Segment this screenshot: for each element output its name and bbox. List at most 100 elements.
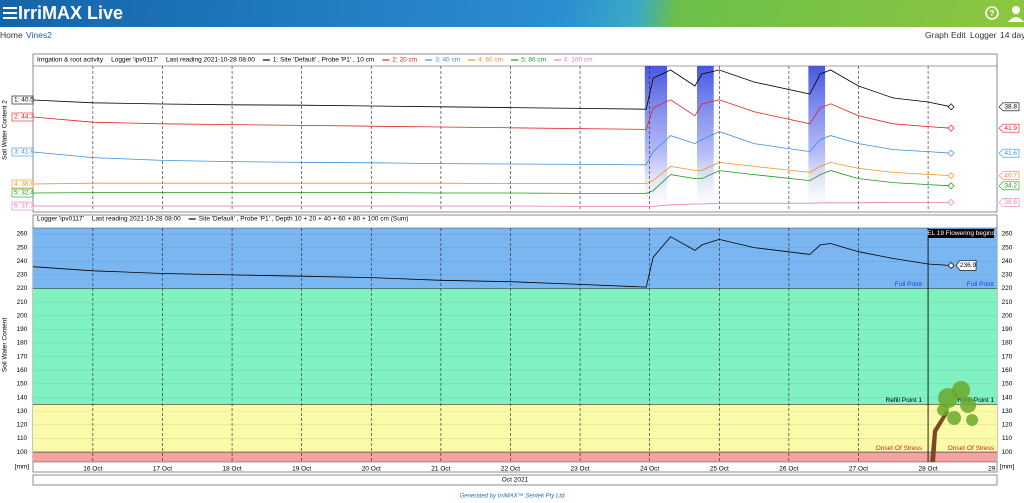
end-label-box: [998, 198, 1020, 207]
x-tick-label: 22 Oct: [501, 466, 520, 473]
legend-entry: 3: 40 cm: [435, 57, 460, 64]
y-tick-label: 240: [1002, 258, 1013, 265]
legend-entry: 4: 60 cm: [478, 57, 503, 64]
start-label-box: [11, 147, 34, 157]
end-label-box: [998, 181, 1020, 191]
svg-text:?: ?: [990, 9, 995, 18]
nav-link[interactable]: Vines2: [26, 30, 52, 40]
tree-leaves: [947, 411, 962, 425]
end-label-box: [998, 123, 1020, 133]
irrigation-event: [808, 66, 826, 210]
header-icons[interactable]: ?: [984, 4, 1024, 24]
zone-label: Onset Of Stress: [876, 445, 923, 452]
y-tick-label: 140: [17, 394, 28, 401]
end-marker: [947, 172, 955, 180]
start-label-box: [11, 95, 34, 105]
end-label: 34.2: [1004, 183, 1017, 190]
start-label: 4: 38.6: [14, 181, 34, 188]
x-tick-label: 23 Oct: [571, 466, 590, 473]
series-line: [32, 161, 952, 185]
end-label-box: [955, 260, 977, 271]
start-label: 3: 41.9: [14, 149, 34, 156]
end-label: 236.9: [960, 262, 977, 269]
y-tick-label: 110: [1002, 435, 1013, 442]
x-tick-label: 27 Oct: [849, 466, 868, 473]
y-tick-label: 140: [1002, 394, 1013, 401]
zone-label: Refill Point 1: [886, 397, 923, 404]
y-tick-label: 190: [1002, 326, 1013, 333]
chart-title: Irrigation & root activity: [37, 57, 104, 64]
end-marker: [947, 103, 955, 111]
y-tick-label: 100: [17, 449, 28, 456]
header: IrriMAX Live ?: [0, 0, 1024, 27]
y-unit: [mm]: [1000, 464, 1015, 471]
zone-band: [33, 452, 997, 462]
y-tick-label: 100: [1002, 449, 1013, 456]
nav-link[interactable]: Graph: [925, 30, 949, 40]
y-tick-label: 210: [1002, 299, 1013, 306]
tree-leaves: [960, 397, 977, 413]
x-tick-label: 17 Oct: [153, 466, 172, 473]
app-title: IrriMAX Live: [18, 3, 124, 23]
chart-subtitle: Last reading 2021-10-28 08:00: [166, 57, 255, 64]
chart-subtitle: Last reading 2021-10-28 08:00: [92, 216, 181, 223]
end-marker: [947, 261, 955, 269]
nav-link[interactable]: Home: [0, 30, 23, 40]
start-label: 5: 32.4: [14, 190, 34, 197]
y-tick-label: 170: [1002, 353, 1013, 360]
end-label-box: [998, 148, 1020, 158]
panel-top: [32, 53, 998, 213]
y-tick-label: 190: [17, 326, 28, 333]
chart-subtitle: Logger 'ipv0117': [37, 216, 84, 223]
y-tick-label: 250: [17, 244, 28, 251]
start-label-box: [11, 112, 34, 122]
nav-link[interactable]: 14 days: [1000, 30, 1024, 40]
footer: Generated by IrriMAX™ Sentek Pty Ltd: [460, 493, 565, 500]
series-line: [33, 202, 952, 207]
y-tick-label: 160: [1002, 367, 1013, 374]
series-line: [32, 69, 952, 110]
annotation-label: EL 19 Flowering begins: [927, 230, 995, 237]
end-marker: [947, 149, 955, 157]
end-label: 40.7: [1004, 172, 1017, 179]
end-marker: [947, 182, 955, 190]
y-tick-label: 240: [17, 258, 28, 265]
zone-band: [33, 228, 997, 289]
nav-link[interactable]: Logger: [970, 30, 997, 40]
y-tick-label: 130: [1002, 408, 1013, 415]
y-tick-label: 130: [17, 408, 28, 415]
zone-label: Full Point: [967, 281, 994, 288]
zone-band: [33, 404, 997, 453]
legend-entry: 6: 100 cm: [564, 57, 593, 64]
x-label: Oct 2021: [502, 477, 529, 484]
series-line: [32, 99, 952, 130]
end-label: 41.9: [1004, 125, 1017, 132]
start-label: 1: 40.5: [14, 97, 34, 104]
series-line: [32, 170, 952, 194]
start-label-box: [11, 201, 34, 211]
y-label: Soil Water Content 2: [2, 100, 9, 160]
y-tick-label: 180: [17, 340, 28, 347]
tree-leaves: [937, 404, 950, 416]
y-tick-label: 260: [1002, 231, 1013, 238]
end-label-box: [998, 102, 1020, 112]
y-tick-label: 220: [17, 285, 28, 292]
x-axis: 16 Oct 17 Oct 18 Oct 19 Oct 20 Oct 21 Oct 22 O…: [83, 228, 1007, 473]
nav-link[interactable]: Edit: [951, 30, 966, 40]
y-tick-label: 220: [1002, 285, 1013, 292]
y-tick-label: 250: [1002, 244, 1013, 251]
x-tick-label: 21 Oct: [431, 466, 450, 473]
legend-entry: 5: 80 cm: [521, 57, 546, 64]
y-tick-label: 200: [1002, 312, 1013, 319]
y-tick-label: 150: [17, 381, 28, 388]
y-tick-label: 160: [17, 367, 28, 374]
y-tick-label: 230: [17, 272, 28, 279]
zone-label: Onset Of Stress: [948, 445, 995, 452]
x-tick-label: 29 Oct: [988, 466, 1007, 473]
zone-label: Refill Point 1: [958, 397, 995, 404]
menu-icon[interactable]: [3, 7, 17, 19]
y-tick-label: 170: [17, 353, 28, 360]
y-tick-label: 110: [17, 435, 28, 442]
